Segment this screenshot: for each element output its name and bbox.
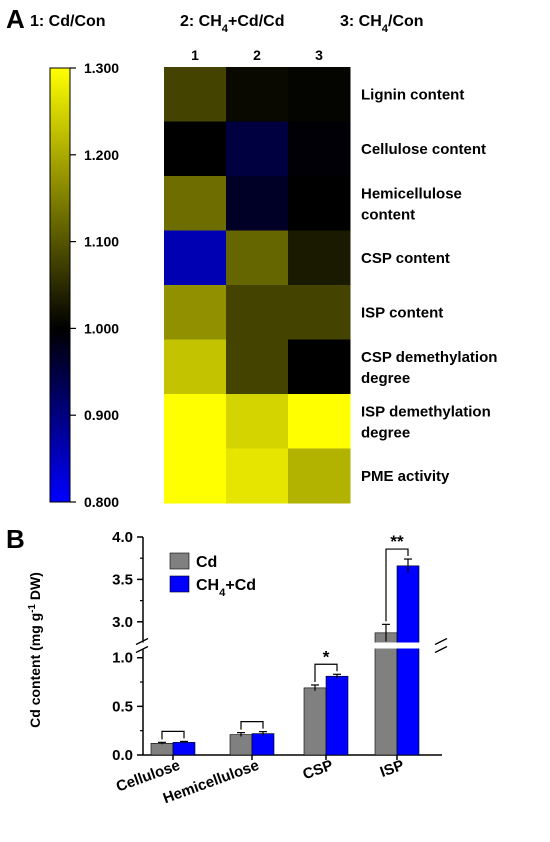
heatmap-cell: [164, 67, 227, 122]
heatmap-cell: [164, 448, 227, 504]
heatmap-cell: [288, 448, 351, 504]
y-tick-label: 3.0: [112, 614, 133, 631]
heatmap-row-label: Cellulose content: [361, 141, 486, 158]
heatmap: [164, 67, 351, 504]
heatmap-row-label: Hemicellulose: [361, 185, 462, 202]
heatmap-row-label: CSP demethylation: [361, 349, 497, 366]
heatmap-row-labels: Lignin content Cellulose content Hemicellu…: [361, 86, 497, 485]
heatmap-cell: [288, 67, 351, 122]
significance-bracket: [385, 548, 409, 622]
heatmap-condition-3: 3: CH4/Con: [340, 13, 424, 35]
significance-marker: *: [323, 647, 330, 666]
heatmap-cell: [226, 394, 289, 449]
heatmap-cell: [226, 230, 289, 286]
heatmap-cell: [288, 176, 351, 231]
heatmap-cell: [164, 230, 227, 286]
heatmap-row-label: degree: [361, 370, 410, 387]
colorbar-tick-label: 1.000: [84, 320, 119, 336]
axis-break-gap: [135, 642, 450, 649]
heatmap-row-label: CSP content: [361, 250, 450, 267]
bar-ch4-cd: [251, 733, 275, 756]
y-tick-label: 3.5: [112, 571, 133, 588]
heatmap-cell: [226, 339, 289, 395]
legend-swatch: [169, 552, 190, 570]
bar-ch4-cd: [325, 675, 349, 756]
significance-bracket: [240, 721, 264, 730]
heatmap-cell: [226, 121, 289, 177]
y-tick-label: 0.5: [112, 698, 133, 715]
heatmap-cell: [164, 176, 227, 231]
heatmap-cell: [288, 394, 351, 449]
heatmap-condition-1: 1: Cd/Con: [30, 13, 106, 30]
colorbar-tick-label: 0.800: [84, 494, 119, 510]
heatmap-cell: [226, 67, 289, 122]
heatmap-column-label: 2: [253, 47, 261, 63]
heatmap-cell: [164, 285, 227, 340]
colorbar-tick-label: 1.200: [84, 147, 119, 163]
panel-a-label: A: [6, 4, 25, 34]
bar-cd: [303, 687, 327, 756]
heatmap-cell: [164, 394, 227, 449]
heatmap-condition-2: 2: CH4+Cd/Cd: [180, 13, 284, 35]
heatmap-column-label: 3: [315, 47, 323, 63]
axis-break-mark: [135, 637, 149, 646]
bar-cd: [229, 734, 253, 756]
legend-label: Cd: [196, 554, 217, 571]
heatmap-column-label: 1: [191, 47, 199, 63]
heatmap-row-label: degree: [361, 424, 410, 441]
bar-cd: [150, 743, 174, 756]
heatmap-row-label: ISP demethylation: [361, 403, 491, 420]
bar-legend: Cd CH4+Cd: [169, 552, 256, 599]
heatmap-cell: [164, 339, 227, 395]
heatmap-cell: [164, 121, 227, 177]
heatmap-row-label: PME activity: [361, 468, 450, 485]
significance-marker: **: [390, 532, 404, 551]
heatmap-cell: [288, 230, 351, 286]
y-tick-label: 1.0: [112, 650, 133, 667]
x-tick-label: ISP: [378, 757, 407, 781]
legend-swatch: [169, 575, 190, 593]
bar-ch4-cd: [172, 742, 196, 756]
heatmap-cell: [226, 448, 289, 504]
heatmap-cell: [226, 285, 289, 340]
x-tick-label: CSP: [301, 757, 336, 784]
heatmap-cell: [288, 121, 351, 177]
colorbar-tick-label: 0.900: [84, 407, 119, 423]
heatmap-column-labels: 1 2 3: [191, 47, 323, 63]
significance-bracket: [161, 730, 185, 740]
y-tick-label: 0.0: [112, 747, 133, 764]
bar-cd: [374, 632, 398, 756]
heatmap-row-label: ISP content: [361, 304, 443, 321]
heatmap-condition-legend: 1: Cd/Con 2: CH4+Cd/Cd 3: CH4/Con: [30, 13, 424, 35]
significance-bracket: [314, 663, 338, 682]
bar-ch4-cd: [396, 565, 420, 756]
heatmap-cell: [226, 176, 289, 231]
axis-break-mark: [434, 645, 448, 654]
axis-break-mark: [135, 645, 149, 654]
axis-break-mark: [434, 637, 448, 646]
heatmap-cell: [288, 285, 351, 340]
y-axis-label: Cd content (mg g-1 DW): [27, 572, 44, 728]
panel-b-label: B: [6, 524, 25, 554]
colorbar-tick-label: 1.300: [84, 60, 119, 76]
legend-label: CH4+Cd: [196, 577, 256, 599]
heatmap-row-label: Lignin content: [361, 86, 464, 103]
bar-chart: 0.00.51.03.03.54.0CelluloseHemicellulose…: [112, 529, 450, 807]
heatmap-row-label: content: [361, 206, 415, 223]
colorbar-ticks: 1.300 1.200 1.100 1.000 0.900 0.800: [70, 60, 119, 510]
y-tick-label: 4.0: [112, 529, 133, 546]
heatmap-cell: [288, 339, 351, 395]
colorbar-tick-label: 1.100: [84, 234, 119, 250]
colorbar: [49, 67, 71, 503]
